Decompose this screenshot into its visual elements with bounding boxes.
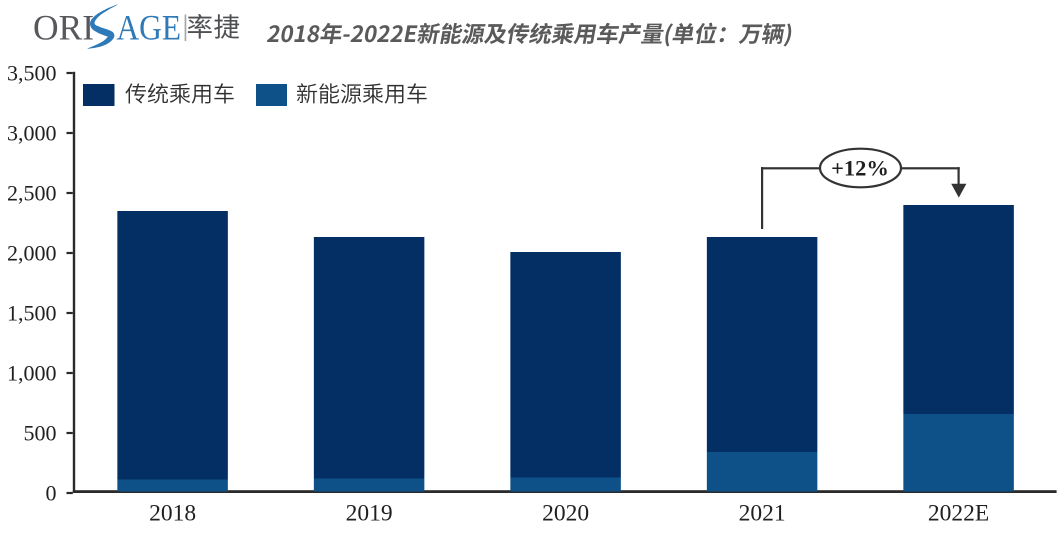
svg-text:2021: 2021 (739, 501, 786, 527)
svg-text:1,000: 1,000 (7, 361, 57, 386)
svg-text:2,500: 2,500 (7, 181, 57, 206)
svg-text:500: 500 (24, 421, 57, 446)
svg-text:2018: 2018 (149, 501, 196, 527)
svg-text:AGE: AGE (117, 8, 182, 48)
svg-text:2020: 2020 (542, 501, 589, 527)
svg-text:+12%: +12% (831, 156, 889, 181)
svg-text:2022E: 2022E (928, 501, 989, 527)
svg-text:3,500: 3,500 (7, 61, 57, 86)
svg-text:ORI: ORI (33, 8, 94, 48)
svg-text:2,000: 2,000 (7, 241, 57, 266)
svg-text:1,500: 1,500 (7, 301, 57, 326)
svg-text:0: 0 (46, 481, 57, 506)
svg-text:3,000: 3,000 (7, 121, 57, 146)
svg-text:2019: 2019 (346, 501, 393, 527)
